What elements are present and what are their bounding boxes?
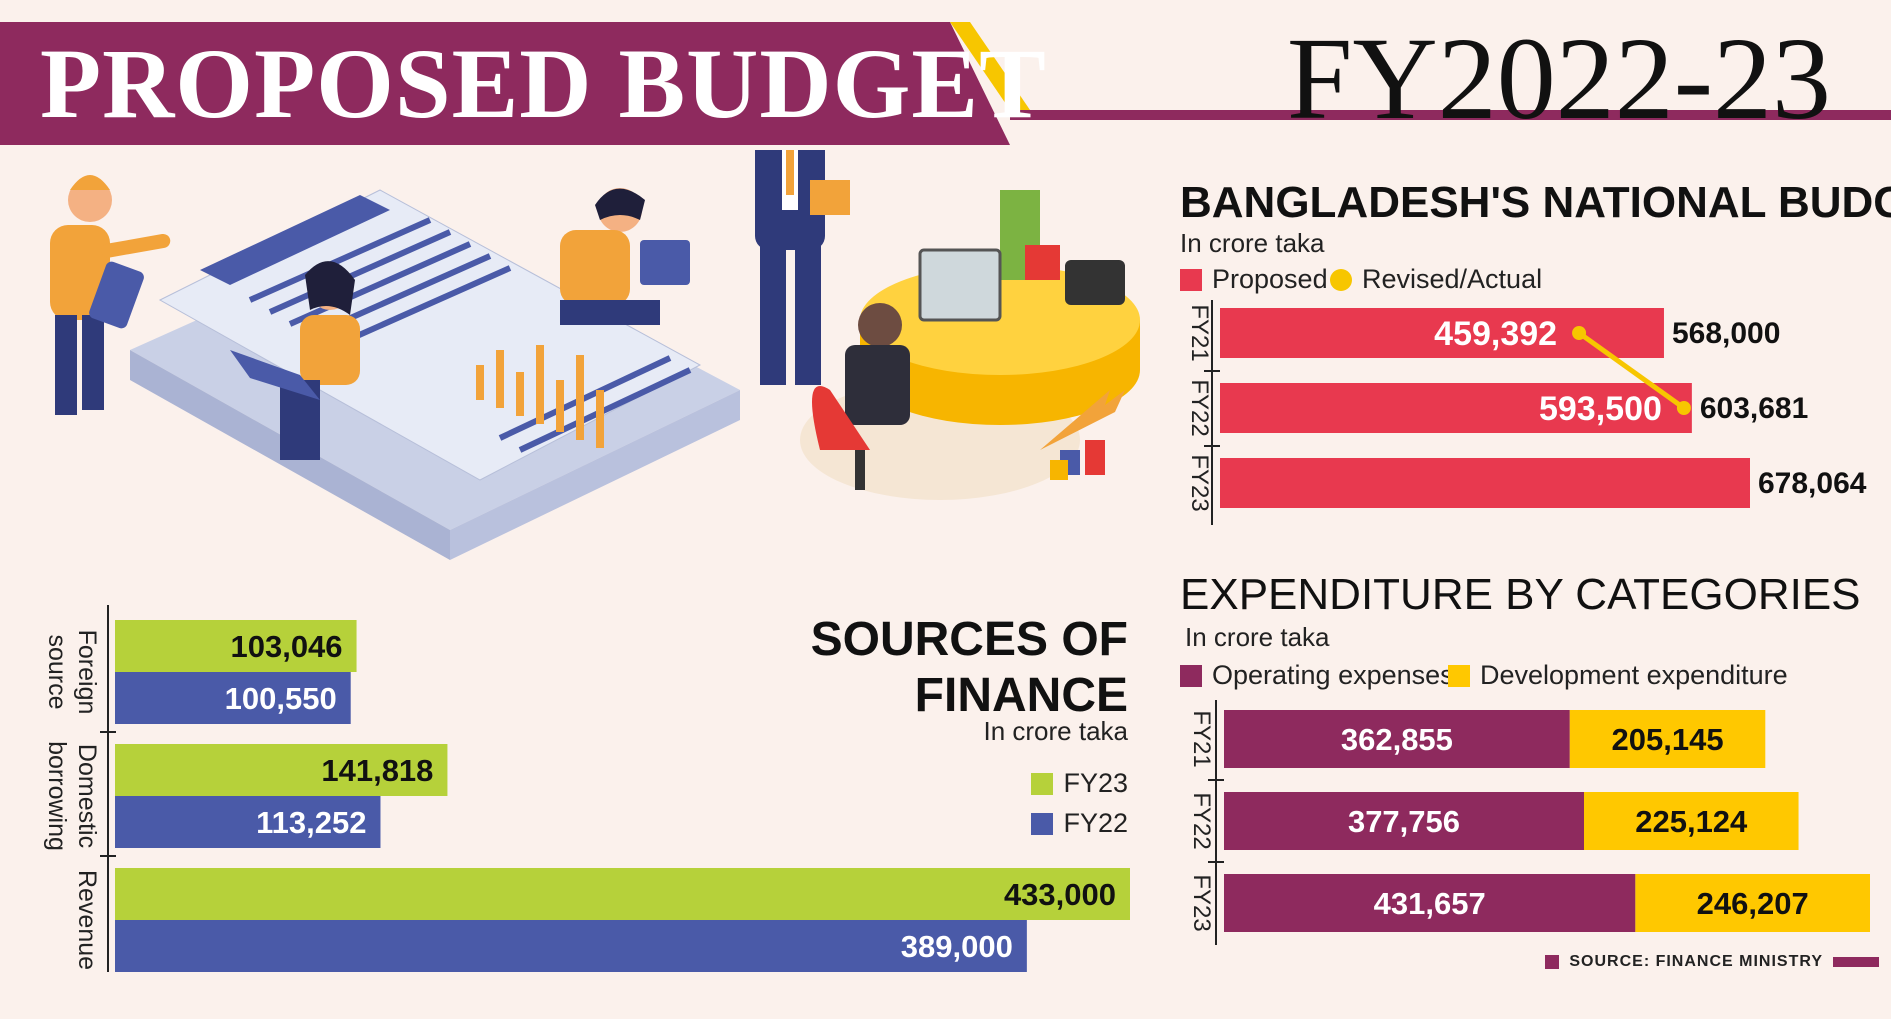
- person-standing-left-illustration: [50, 175, 171, 415]
- sources-category-label: Foreign: [73, 630, 101, 715]
- revised-value-label-fy21: 459,392: [1434, 315, 1557, 353]
- fy23-value-label-revenue: 433,000: [1004, 877, 1116, 912]
- legend-proposed-label: Proposed: [1212, 264, 1328, 294]
- legend-fy23-label: FY23: [1063, 768, 1128, 798]
- proposed-bar-fy21: [1220, 308, 1664, 358]
- national-budget-category-label: FY21: [1186, 304, 1213, 361]
- person-sitting-laptop-illustration: [230, 261, 360, 460]
- development-expenditure-value-label-fy23: 246,207: [1697, 886, 1809, 921]
- fy22-bar-revenue: [115, 920, 1027, 972]
- sources-category-label: Revenue: [73, 870, 101, 970]
- person-on-documents-illustration: [560, 188, 690, 325]
- legend-development-label: Development expenditure: [1480, 660, 1788, 690]
- coins-desk-illustration: [800, 190, 1140, 500]
- expenditure-category-label: FY23: [1188, 874, 1215, 931]
- legend-fy22: FY22: [1031, 808, 1128, 839]
- fy22-value-label-revenue: 389,000: [901, 929, 1013, 964]
- legend-fy23: FY23: [1031, 768, 1128, 799]
- proposed-bar-fy23: [1220, 458, 1750, 508]
- national-budget-category-label: FY23: [1186, 454, 1213, 511]
- operating-expenses-value-label-fy21: 362,855: [1341, 722, 1453, 757]
- fy23-value-label-foreign-source: 103,046: [230, 629, 342, 664]
- operating-expenses-value-label-fy23: 431,657: [1374, 886, 1486, 921]
- fy23-value-label-domestic-borrowing: 141,818: [321, 753, 433, 788]
- operating-expenses-bar-fy22: [1224, 792, 1584, 850]
- development-expenditure-bar-fy23: [1635, 874, 1870, 932]
- revised-value-label-fy22: 593,500: [1539, 390, 1662, 428]
- header-accent-stripe: [950, 22, 1030, 110]
- proposed-value-label-fy22: 603,681: [1700, 392, 1808, 425]
- revised-point-fy21: [1572, 326, 1587, 340]
- national-budget-unit: In crore taka: [1180, 228, 1325, 258]
- legend-fy22-label: FY22: [1063, 808, 1128, 838]
- budget-illustration: [50, 150, 1140, 560]
- national-budget-category-label: FY22: [1186, 379, 1213, 436]
- sources-title: SOURCES OF FINANCE: [810, 613, 1128, 722]
- sources-unit: In crore taka: [983, 716, 1128, 746]
- legend-fy23-swatch: [1031, 772, 1054, 795]
- page-title: PROPOSED BUDGET: [40, 28, 1047, 139]
- operating-expenses-value-label-fy22: 377,756: [1348, 804, 1460, 839]
- legend-fy22-swatch: [1031, 812, 1054, 835]
- expenditure-chart: FY21 362,855 205,145 FY22 377,756 225,124 FY23…: [1188, 700, 1870, 945]
- standing-man-illustration: [755, 150, 850, 385]
- expenditure-unit: In crore taka: [1185, 622, 1330, 652]
- source-rule: [1833, 957, 1879, 967]
- sources-category-label: source: [43, 634, 71, 709]
- expenditure-category-label: FY21: [1188, 710, 1215, 767]
- header-title-band: [0, 22, 1010, 145]
- sources-category-label: Domestic: [73, 744, 101, 848]
- legend-development-swatch: [1448, 664, 1470, 687]
- header-band: [0, 22, 1891, 145]
- fy22-value-label-foreign-source: 100,550: [225, 681, 337, 716]
- fy23-bar-foreign-source: [115, 620, 357, 672]
- expenditure-title: EXPENDITURE BY CATEGORIES: [1180, 570, 1861, 619]
- fy22-bar-domestic-borrowing: [115, 796, 381, 848]
- fy23-bar-domestic-borrowing: [115, 744, 448, 796]
- operating-expenses-bar-fy21: [1224, 710, 1570, 768]
- header-rule: [1010, 110, 1891, 120]
- revised-point-fy22: [1676, 401, 1691, 415]
- legend-revised-dot: [1330, 268, 1352, 291]
- fy22-value-label-domestic-borrowing: 113,252: [256, 805, 366, 840]
- fy22-bar-foreign-source: [115, 672, 351, 724]
- source-text: SOURCE: FINANCE MINISTRY: [1569, 953, 1823, 970]
- development-expenditure-value-label-fy22: 225,124: [1635, 804, 1748, 839]
- national-budget-title: BANGLADESH'S NATIONAL BUDGET: [1180, 178, 1891, 227]
- source-note: SOURCE: FINANCE MINISTRY: [1545, 953, 1879, 971]
- fiscal-year-title: FY2022-23: [1286, 13, 1831, 144]
- fy23-bar-revenue: [115, 868, 1130, 920]
- expenditure-category-label: FY22: [1188, 792, 1215, 849]
- development-expenditure-bar-fy22: [1583, 792, 1799, 850]
- development-expenditure-bar-fy21: [1569, 710, 1766, 768]
- legend-operating: Operating expenses: [1180, 660, 1454, 691]
- operating-expenses-bar-fy23: [1224, 874, 1636, 932]
- national-budget-chart: FY21 568,000 FY22 603,681 FY23 678,064 459,392…: [1186, 300, 1867, 525]
- proposed-value-label-fy23: 678,064: [1758, 467, 1867, 500]
- legend-proposed: Proposed: [1180, 264, 1328, 295]
- development-expenditure-value-label-fy21: 205,145: [1612, 722, 1724, 757]
- proposed-bar-fy22: [1220, 383, 1692, 433]
- legend-operating-label: Operating expenses: [1212, 660, 1454, 690]
- documents-illustration: [130, 189, 740, 560]
- legend-operating-swatch: [1180, 664, 1202, 687]
- sources-category-label: borrowing: [43, 741, 71, 851]
- legend-revised: Revised/Actual: [1330, 264, 1542, 295]
- source-marker: [1545, 955, 1560, 969]
- legend-revised-label: Revised/Actual: [1362, 264, 1543, 294]
- revised-line: [1577, 330, 1686, 411]
- legend-development: Development expenditure: [1448, 660, 1788, 691]
- legend-proposed-swatch: [1180, 268, 1202, 291]
- proposed-value-label-fy21: 568,000: [1672, 317, 1780, 350]
